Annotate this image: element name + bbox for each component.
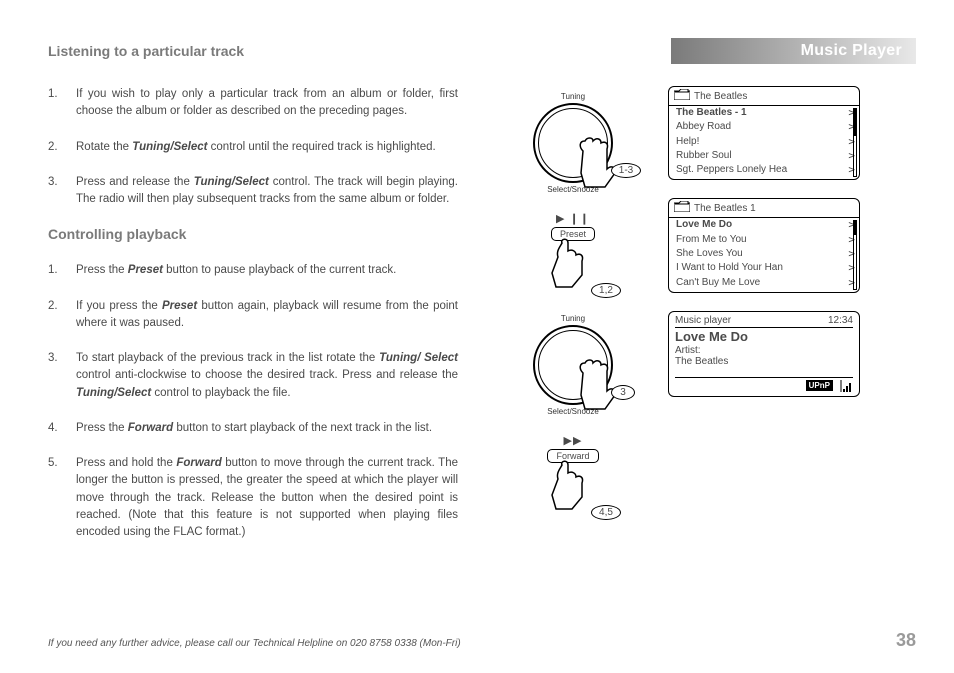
footer-text: If you need any further advice, please c… [48,638,461,649]
section-title: Listening to a particular track [48,43,244,59]
nowplaying-screen: Music player12:34 Love Me Do Artist: The… [668,311,860,397]
playback-list: Press the Preset button to pause playbac… [48,262,458,541]
header-tab: Music Player [671,38,916,64]
list-item: Abbey Road> [674,120,857,134]
folder-icon [674,89,690,103]
list-item: The Beatles - 1> [674,106,857,120]
step-tag: 3 [611,385,635,400]
tuning-dial-diagram-2: Tuning 3 Select/Snooze [503,314,643,416]
hand-icon [548,459,598,518]
signal-icon [839,380,853,392]
diagram-column: Tuning 1-3 Select/Snooze ▶ ❙❙ Preset 1,2… [478,86,668,559]
playback-title: Controlling playback [48,226,458,242]
step-tag: 4,5 [591,505,621,520]
list-item: I Want to Hold Your Han> [674,261,857,275]
tuning-dial-diagram: Tuning 1-3 Select/Snooze [503,92,643,194]
scrollbar [853,108,857,177]
fast-forward-icon: ▶▶ [564,434,583,447]
play-pause-icon: ▶ ❙❙ [556,212,590,225]
upnp-badge: UPnP [806,380,833,391]
list-item: From Me to You> [674,233,857,247]
list-item: Love Me Do> [674,218,857,232]
preset-button-diagram: ▶ ❙❙ Preset 1,2 [513,212,633,296]
forward-button-diagram: ▶▶ Forward 4,5 [513,434,633,518]
text-column: If you wish to play only a particular tr… [48,86,478,559]
step-tag: 1-3 [611,163,641,178]
page-number: 38 [896,630,916,651]
list-item: Rubber Soul> [674,149,857,163]
list-item: Sgt. Peppers Lonely Hea> [674,163,857,177]
screens-column: The Beatles The Beatles - 1>Abbey Road>H… [668,86,868,559]
listening-list: If you wish to play only a particular tr… [48,86,458,208]
list-item: Help!> [674,135,857,149]
folder-icon [674,201,690,215]
scrollbar [853,220,857,289]
list-item: She Loves You> [674,247,857,261]
tracks-screen: The Beatles 1 Love Me Do>From Me to You>… [668,198,860,292]
list-item: Can't Buy Me Love> [674,276,857,290]
step-tag: 1,2 [591,283,621,298]
albums-screen: The Beatles The Beatles - 1>Abbey Road>H… [668,86,860,180]
hand-icon [548,237,598,296]
